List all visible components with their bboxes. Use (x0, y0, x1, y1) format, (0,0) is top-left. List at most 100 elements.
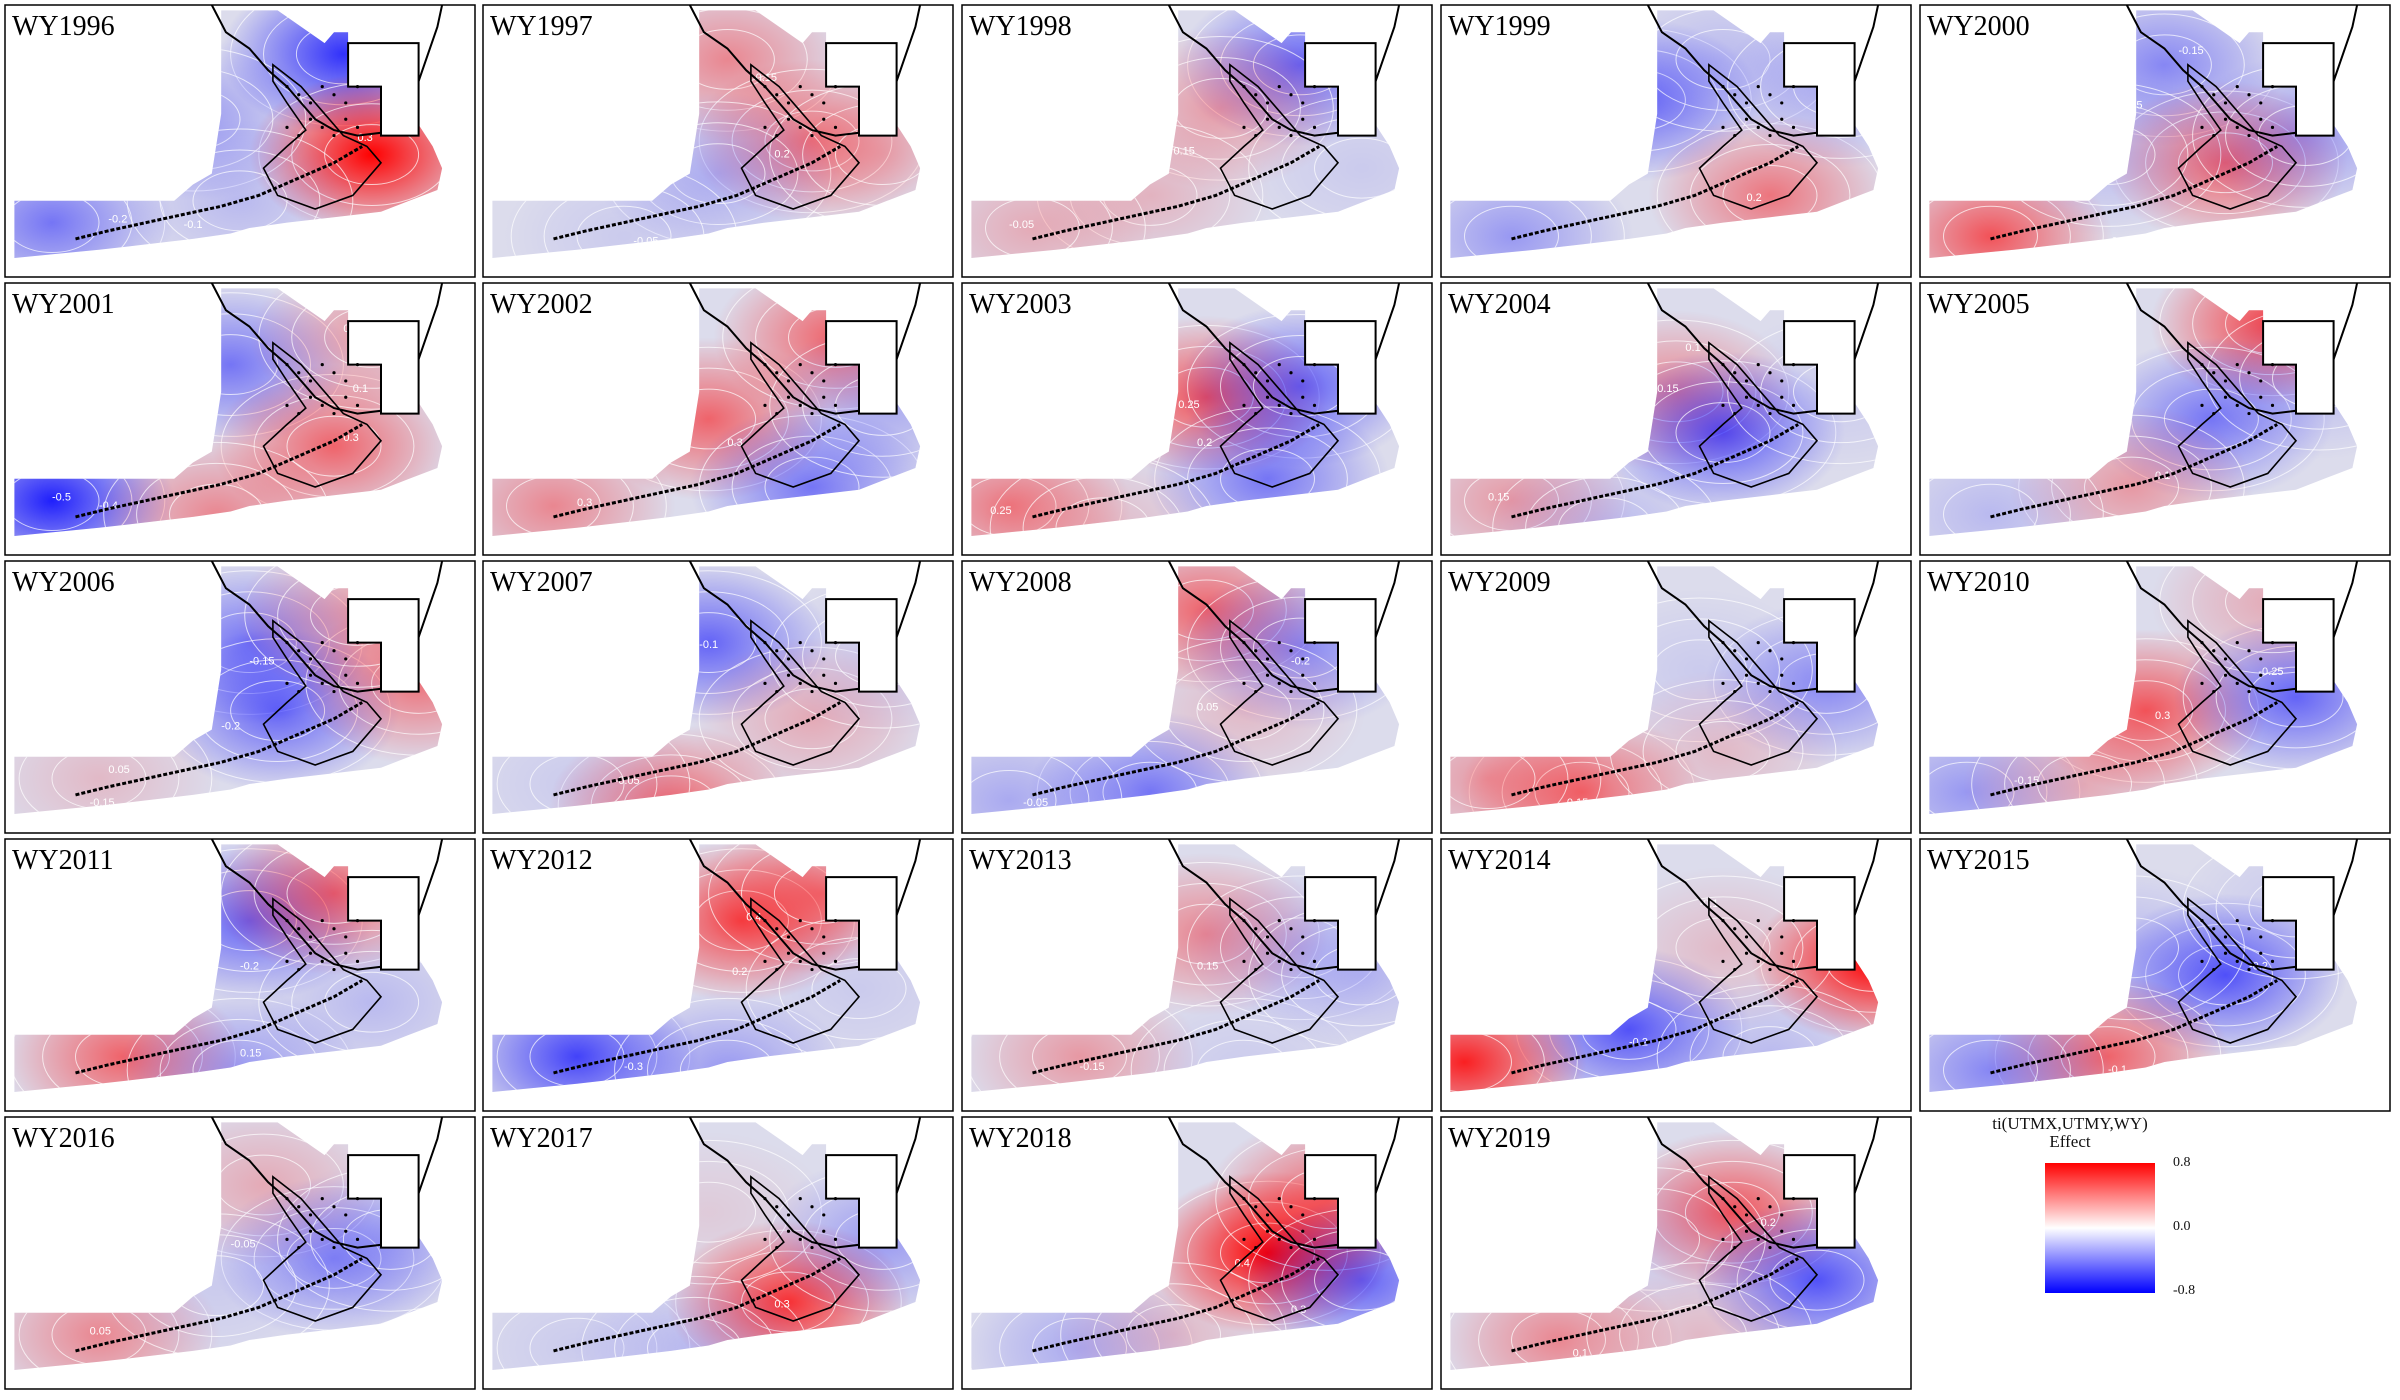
island-dot (297, 689, 301, 694)
island-dot (2223, 951, 2228, 955)
north-boundary (825, 42, 898, 137)
island-dot (2235, 681, 2239, 686)
island-dot (833, 125, 838, 129)
legend-tick-max: 0.8 (2173, 1155, 2191, 1170)
legend-tick-zero: 0.0 (2173, 1219, 2191, 1234)
north-boundary (2262, 876, 2335, 971)
island-dot (1744, 395, 1749, 399)
north-boundary (2262, 42, 2335, 137)
island-dot (344, 101, 348, 105)
island-dot (344, 117, 348, 121)
island-dot (2270, 641, 2275, 645)
island-dot (2270, 403, 2275, 407)
island-dot (344, 1213, 348, 1217)
island-dot (2259, 657, 2263, 661)
island-dot (320, 681, 324, 686)
island-dot (798, 1197, 802, 1201)
north-boundary (825, 1154, 898, 1249)
contour-label: -0.1 (699, 639, 718, 651)
island-dot (2200, 125, 2204, 129)
coastline (1646, 282, 1880, 415)
island-dot (2212, 133, 2216, 138)
panel-title: WY2011 (12, 845, 114, 876)
island-dot (1768, 411, 1772, 416)
north-boundary (825, 876, 898, 971)
island-dot (285, 403, 289, 407)
coastline (1646, 1116, 1880, 1249)
contour-label: -0.2 (221, 721, 240, 733)
island-dot (1780, 1213, 1784, 1217)
park-boundary (1219, 1175, 1340, 1322)
island-dot (1301, 1229, 1305, 1233)
island-dot (2259, 117, 2263, 121)
contour-label: -0.05 (231, 1239, 256, 1251)
coastline (1167, 4, 1401, 137)
island-dot (1780, 951, 1784, 955)
island-dot (2200, 403, 2204, 407)
island-dot (344, 1229, 348, 1233)
north-boundary (1783, 876, 1856, 971)
park-boundary (1698, 1175, 1819, 1322)
island-dot (810, 371, 814, 375)
north-boundary (1783, 1154, 1856, 1249)
park-boundary (262, 897, 383, 1044)
map-panel: 0.30.3-0.1WY2002 (482, 282, 954, 556)
island-dot (332, 371, 336, 375)
map-panel: 0.3 WY2017 (482, 1116, 954, 1390)
island-dot (2259, 379, 2263, 383)
island-dot (1301, 379, 1305, 383)
north-boundary (347, 598, 420, 693)
island-dot (355, 681, 360, 686)
island-dot (810, 1245, 814, 1250)
coastline (688, 560, 922, 693)
island-dot (332, 133, 336, 138)
island-dot (2212, 967, 2216, 972)
panel-title: WY2002 (490, 289, 593, 320)
island-dot (1254, 1205, 1258, 1209)
island-dot (775, 1245, 779, 1250)
island-dot (308, 657, 313, 661)
island-dot (1312, 363, 1317, 367)
park-boundary (262, 619, 383, 766)
island-dot (1791, 919, 1796, 923)
island-dot (2270, 363, 2275, 367)
island-dot (1312, 85, 1317, 89)
effect-blob (1577, 1253, 1822, 1370)
contour-label: 0.05 (108, 764, 129, 776)
island-dot (810, 927, 814, 931)
island-dot (786, 117, 791, 121)
island-dot (1721, 641, 1725, 645)
island-dot (798, 959, 802, 964)
island-dot (786, 935, 791, 939)
island-dot (1277, 403, 1281, 407)
island-dot (1733, 649, 1737, 653)
north-boundary (347, 42, 420, 137)
effect-blob (760, 73, 921, 237)
island-dot (775, 689, 779, 694)
island-dot (1768, 133, 1772, 138)
island-dot (798, 919, 802, 923)
island-dot (1277, 1197, 1281, 1201)
island-dot (763, 681, 767, 686)
island-dot (1289, 967, 1293, 972)
island-dot (1301, 951, 1305, 955)
island-dot (1756, 1197, 1760, 1201)
contour-label: -0.2 (240, 961, 259, 973)
island-dot (833, 363, 838, 367)
island-dot (1301, 657, 1305, 661)
island-dot (786, 657, 791, 661)
island-dot (786, 673, 791, 677)
island-dot (810, 649, 814, 653)
park-boundary (1219, 341, 1340, 488)
panel-title: WY2013 (969, 845, 1072, 876)
island-dot (1780, 935, 1784, 939)
island-dot (1254, 93, 1258, 97)
island-dot (1721, 403, 1725, 407)
island-dot (355, 919, 360, 923)
island-dot (1254, 411, 1258, 416)
contour-label: 0.2 (774, 148, 789, 160)
